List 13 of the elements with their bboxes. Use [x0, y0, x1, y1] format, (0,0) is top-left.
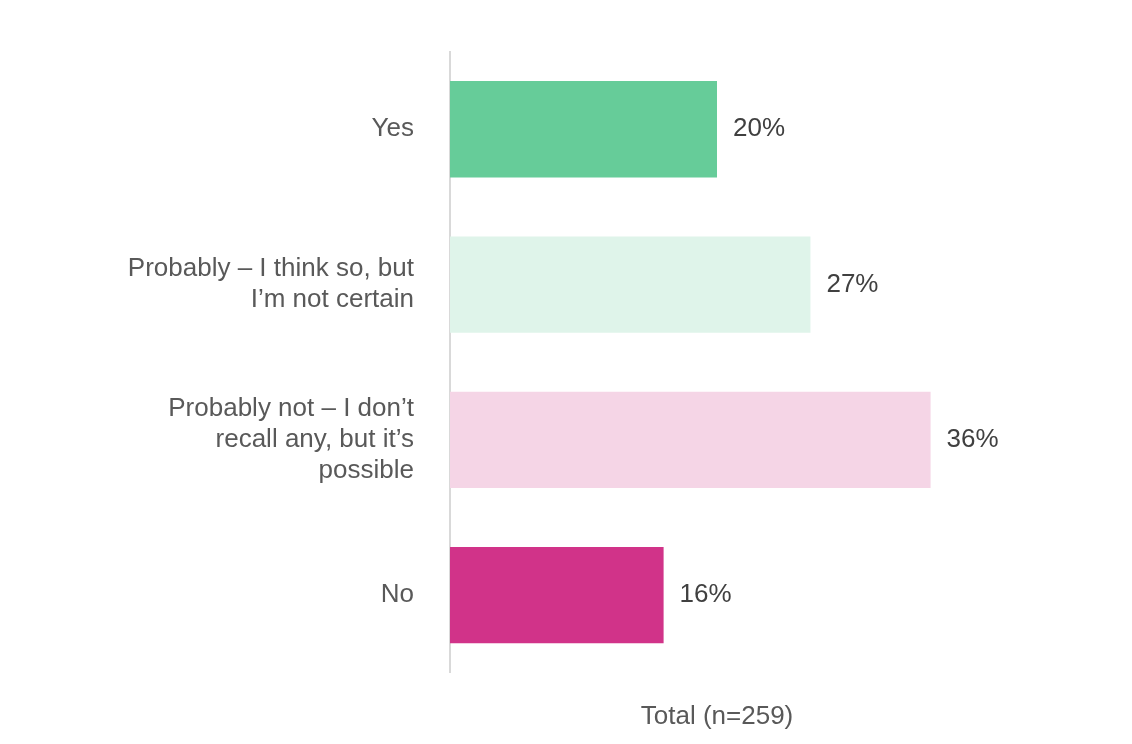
data-label: 27% [826, 267, 879, 298]
bar [450, 236, 811, 333]
y-tick-label: Yes [371, 112, 414, 143]
y-tick-label: Probably – I think so, but I’m not certain [127, 252, 415, 314]
bar [450, 81, 717, 178]
data-label: 36% [946, 423, 999, 454]
y-tick-label: Probably not – I don’t recall any, but it’s possible [168, 391, 415, 485]
y-tick-label: No [380, 578, 414, 609]
bar [450, 547, 664, 644]
bar [450, 391, 931, 488]
data-label: 16% [679, 578, 732, 609]
x-axis-title: Total (n=259) [640, 699, 794, 730]
data-label: 20% [733, 112, 786, 143]
